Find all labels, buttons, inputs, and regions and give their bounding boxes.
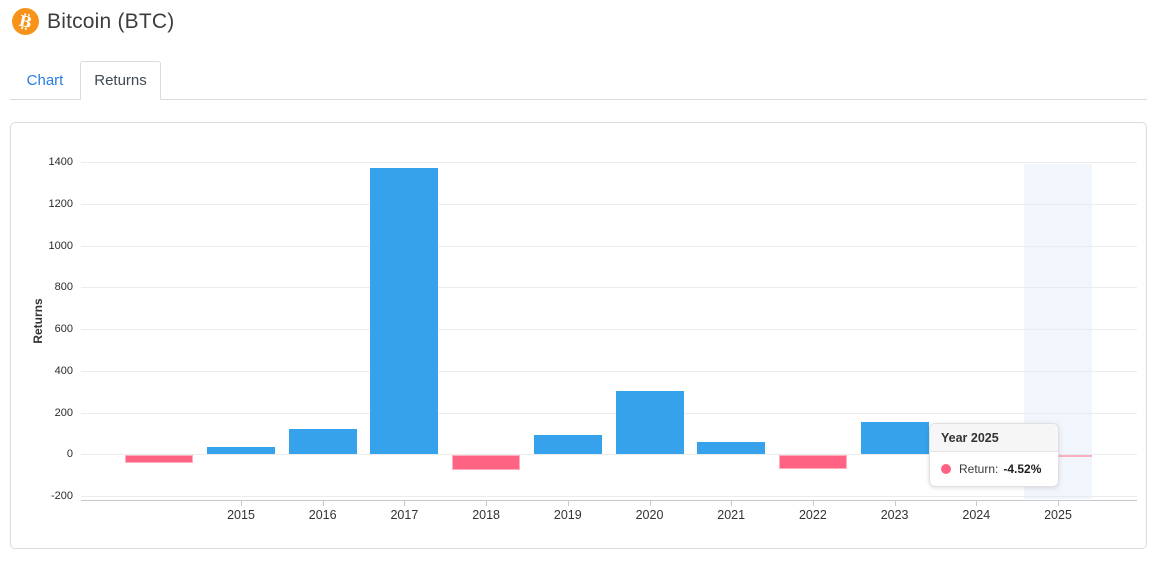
tooltip-value: -4.52% bbox=[1003, 462, 1042, 476]
y-tick-label: 1000 bbox=[48, 239, 73, 252]
x-tick bbox=[976, 501, 978, 506]
y-gridline bbox=[81, 370, 1137, 372]
svg-text:B: B bbox=[17, 12, 33, 32]
y-axis-title: Returns bbox=[31, 298, 45, 344]
x-tick-label: 2016 bbox=[308, 508, 337, 522]
y-gridline bbox=[81, 162, 1137, 163]
x-tick-label: 2015 bbox=[227, 508, 255, 522]
x-tick-label: 2022 bbox=[798, 508, 827, 522]
tooltip-body: Return: -4.52% bbox=[930, 452, 1058, 486]
tooltip-title: Year 2025 bbox=[930, 424, 1058, 452]
y-gridline bbox=[81, 412, 1137, 414]
bar-2014[interactable] bbox=[125, 455, 194, 463]
x-tick-label: 2018 bbox=[472, 508, 500, 522]
chart-card: Returns 1400 1200 1000 800 600 400 200 0 -200 201… bbox=[10, 122, 1147, 549]
y-gridline bbox=[81, 203, 1137, 205]
y-tick-label: 0 bbox=[66, 448, 73, 461]
y-tick-label: 800 bbox=[54, 281, 73, 294]
x-axis-line bbox=[81, 500, 1137, 501]
bar-2020[interactable] bbox=[615, 391, 684, 455]
bar-2023[interactable] bbox=[860, 421, 929, 455]
series-dot-icon bbox=[941, 464, 951, 474]
bar-2019[interactable] bbox=[533, 435, 602, 455]
y-gridline bbox=[81, 245, 1137, 247]
tab-chart[interactable]: Chart bbox=[26, 71, 64, 89]
y-gridline bbox=[81, 329, 1137, 330]
x-tick bbox=[486, 501, 488, 506]
bitcoin-icon: B bbox=[12, 8, 39, 35]
x-tick-label: 2023 bbox=[880, 508, 909, 522]
bar-2022[interactable] bbox=[778, 455, 847, 469]
x-tick-label: 2025 bbox=[1044, 508, 1072, 522]
y-tick-label: 600 bbox=[54, 323, 73, 335]
x-tick-label: 2024 bbox=[962, 508, 991, 522]
tooltip-series-label: Return: bbox=[959, 462, 999, 476]
x-tick bbox=[567, 501, 569, 506]
page-title: Bitcoin (BTC) bbox=[47, 9, 175, 33]
y-tick-label: 1400 bbox=[48, 156, 73, 168]
y-tick-label: -200 bbox=[50, 490, 73, 502]
x-tick-label: 2017 bbox=[390, 508, 419, 522]
y-tick-label: 400 bbox=[54, 364, 73, 377]
y-tick-label: 200 bbox=[54, 406, 73, 419]
x-tick bbox=[894, 501, 896, 506]
x-tick bbox=[404, 501, 406, 506]
x-tick bbox=[731, 501, 733, 506]
y-gridline bbox=[81, 287, 1137, 289]
y-gridline bbox=[81, 496, 1137, 497]
bar-2017[interactable] bbox=[370, 168, 439, 455]
tab-returns[interactable]: Returns bbox=[80, 61, 161, 100]
coin-header: B Bitcoin (BTC) bbox=[12, 8, 174, 35]
x-tick-label: 2021 bbox=[717, 508, 746, 522]
x-tick bbox=[241, 501, 242, 506]
x-tick bbox=[322, 501, 324, 506]
x-tick bbox=[649, 501, 651, 506]
bar-2018[interactable] bbox=[452, 455, 521, 471]
y-tick-label: 1200 bbox=[48, 197, 73, 210]
chart-tooltip: Year 2025 Return: -4.52% bbox=[929, 423, 1059, 487]
y-gridline bbox=[81, 454, 1137, 456]
bar-2021[interactable] bbox=[697, 441, 766, 455]
x-tick bbox=[812, 501, 814, 506]
tab-bar: Chart Returns bbox=[10, 61, 1147, 100]
bar-2015[interactable] bbox=[207, 446, 275, 455]
bar-2016[interactable] bbox=[288, 428, 357, 455]
x-tick-label: 2020 bbox=[635, 508, 664, 522]
x-tick bbox=[1058, 501, 1059, 506]
x-tick-label: 2019 bbox=[553, 508, 582, 522]
